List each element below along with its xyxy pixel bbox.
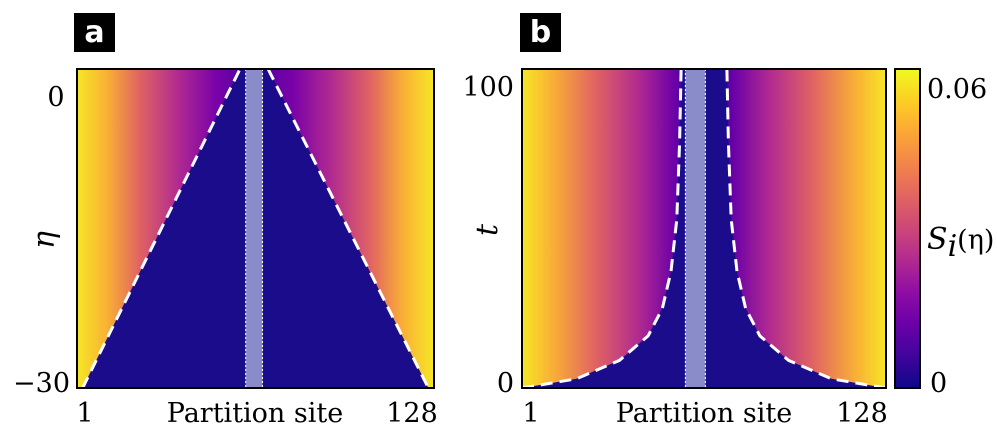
panel-b-label-box (520, 13, 561, 52)
panel-a-label: a (84, 15, 104, 50)
panel-b-heatmap (522, 69, 886, 388)
panel-a-label-box (74, 13, 115, 52)
panel-b-right-boundary-line (725, 69, 886, 388)
panel-a: a 0 −30 η 1 128 Partition site (13, 13, 438, 429)
panel-a-x-tick-left: 1 (76, 398, 93, 429)
panel-b-frame (521, 68, 887, 389)
panel-b-y-tick-bottom: 0 (497, 368, 514, 399)
panel-b-x-tick-right: 128 (836, 398, 888, 429)
panel-b-x-axis-title: Partition site (616, 398, 792, 429)
colorbar: 0.06 0 Si(η) (894, 68, 994, 399)
panel-a-partition-band (245, 69, 263, 388)
colorbar-frame (894, 68, 921, 389)
panel-b-y-tick-top: 100 (462, 72, 514, 103)
panel-b-y-axis-title: t (470, 223, 505, 236)
panel-a-heatmap (77, 69, 434, 388)
panel-b: b 100 0 t 1 128 Partition site (462, 13, 888, 429)
panel-b-left-boundary-line (522, 69, 683, 388)
colorbar-max-label: 0.06 (927, 74, 987, 105)
colorbar-min-label: 0 (930, 368, 947, 399)
colorbar-title-argument: (η) (957, 225, 994, 256)
colorbar-title-main: S (927, 222, 948, 257)
panel-a-frame (76, 68, 435, 389)
panel-a-right-entangled-region (268, 69, 434, 388)
panel-a-y-tick-top: 0 (47, 82, 64, 113)
panel-a-y-axis-title: η (27, 231, 62, 249)
panel-b-x-tick-left: 1 (522, 398, 539, 429)
colorbar-title: Si(η) (927, 222, 994, 264)
panel-a-y-tick-bottom: −30 (13, 368, 70, 399)
colorbar-title-subscript: i (948, 229, 958, 264)
panel-a-left-boundary-line (81, 69, 242, 388)
colorbar-gradient (895, 69, 920, 388)
panel-b-partition-band (685, 69, 706, 388)
panel-a-x-tick-right: 128 (386, 398, 438, 429)
panel-b-label: b (530, 15, 551, 50)
panel-a-x-axis-title: Partition site (167, 398, 343, 429)
panel-a-right-boundary-line (266, 69, 430, 388)
